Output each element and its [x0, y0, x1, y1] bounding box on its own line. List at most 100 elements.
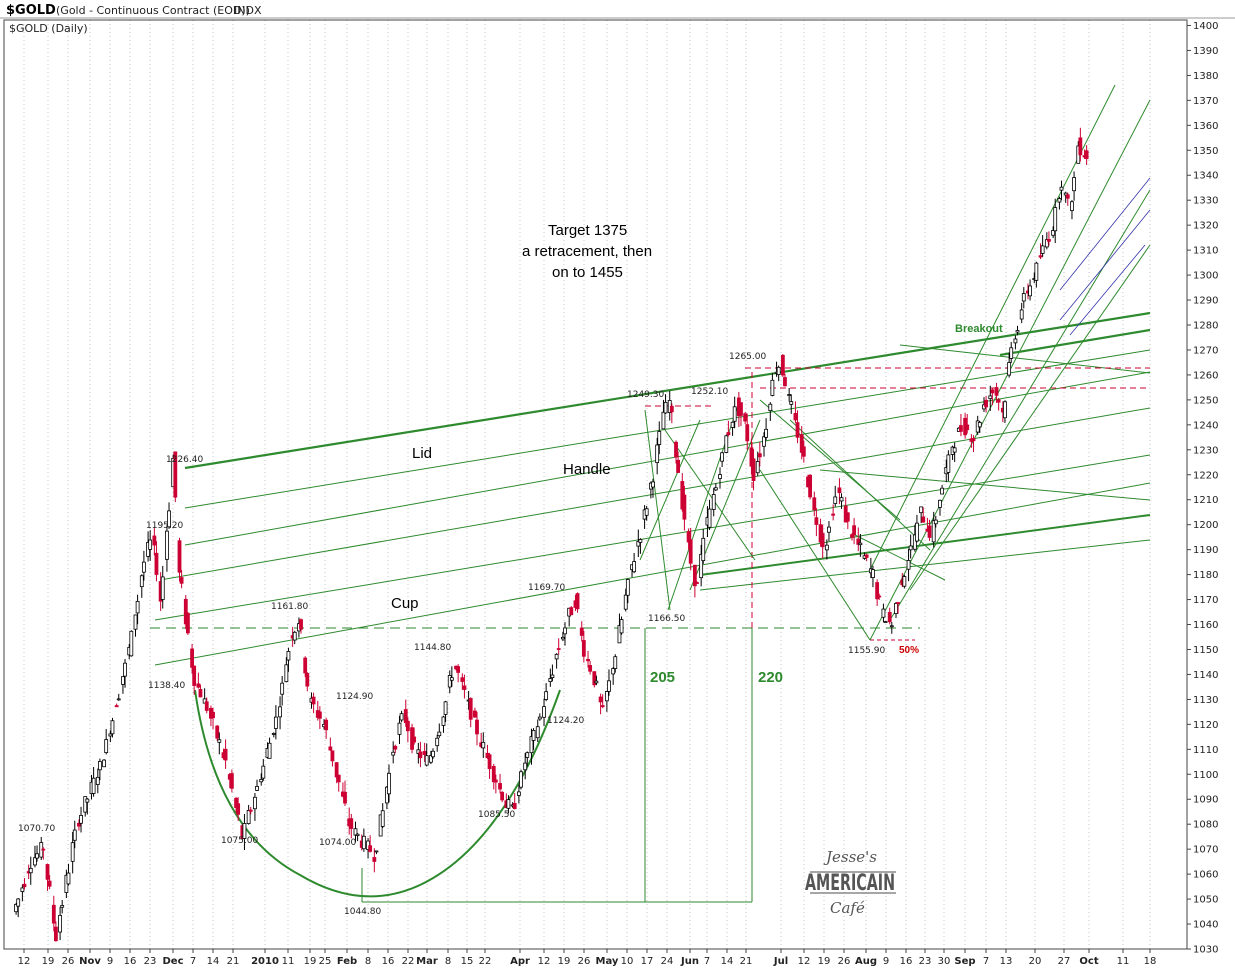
price-point-label: 1044.80 [344, 907, 381, 917]
y-tick-label: 1230 [1193, 445, 1218, 456]
candle-up [374, 850, 379, 853]
candle-down [581, 640, 586, 657]
candle-up [827, 526, 831, 533]
minor-channel [1059, 209, 1151, 321]
y-tick-label: 1070 [1193, 845, 1218, 856]
y-tick-label: 1270 [1193, 345, 1218, 356]
price-point-label: 1124.20 [547, 716, 584, 726]
candle-up [1013, 338, 1018, 344]
candle-up [542, 706, 546, 718]
candle-down [215, 725, 220, 739]
candle-down [588, 665, 593, 672]
candle-up [70, 842, 75, 862]
candle-up [141, 561, 146, 573]
candle-up [607, 680, 611, 692]
candle-down [793, 413, 798, 421]
cup-arc [194, 689, 561, 898]
candle-up [1028, 285, 1032, 297]
candle-down [114, 705, 119, 708]
candle-up [711, 494, 716, 510]
candle-up [560, 636, 565, 640]
price-point-label: 1085.50 [478, 810, 515, 820]
candle-down [51, 904, 56, 924]
trend-lines [150, 84, 1151, 903]
candle-down [688, 539, 693, 564]
candle-down [745, 424, 750, 442]
x-tick-label: 19 [42, 956, 55, 967]
price-labels: 1070.70 1195.20 1226.40 1138.40 1075.00 1161.… [18, 352, 885, 917]
x-tick-label: 20 [1029, 956, 1042, 967]
candle-down [512, 802, 517, 810]
x-tick-label: 9 [883, 956, 889, 967]
candle-up [881, 608, 886, 618]
candle-up [915, 522, 919, 542]
x-tick-label: 21 [227, 956, 240, 967]
candle-down [996, 399, 1001, 403]
candle-up [523, 762, 528, 771]
price-point-label: 1074.00 [319, 838, 356, 848]
candle-up [60, 905, 65, 908]
candle-down [190, 648, 194, 668]
candle-up [519, 771, 523, 788]
candle-up [1040, 245, 1045, 254]
candle-up [399, 713, 404, 721]
y-tick-label: 1030 [1193, 945, 1218, 956]
candle-up [661, 411, 666, 430]
candle-up [441, 716, 446, 726]
candle-up [755, 461, 760, 474]
candle-down [177, 540, 182, 573]
candle-down [801, 446, 806, 457]
x-tick-label: 9 [107, 956, 113, 967]
candle-down [500, 791, 505, 801]
x-tick-label: 19 [558, 956, 571, 967]
candle-up [129, 630, 134, 657]
chart-exchange: INDX [234, 4, 262, 17]
candle-down [799, 434, 804, 453]
candle-down [330, 750, 335, 762]
candle-down [1047, 239, 1051, 242]
x-tick-label: 14 [721, 956, 734, 967]
y-tick-label: 1180 [1193, 570, 1218, 581]
candle-down [152, 535, 157, 546]
candle-down [877, 595, 882, 598]
candle-down [196, 683, 201, 688]
y-tick-label: 1190 [1193, 545, 1218, 556]
candle-down [808, 474, 812, 498]
y-tick-label: 1320 [1193, 221, 1218, 232]
x-tick-label: 2010 [251, 956, 279, 967]
candle-down [852, 525, 856, 536]
measure-220-label: 220 [758, 669, 783, 686]
x-tick-label: 16 [124, 956, 137, 967]
candle-up [762, 436, 766, 447]
breakout-line [999, 328, 1151, 357]
logo-line1: Jesse's [823, 848, 877, 866]
lid-label: Lid [412, 445, 432, 462]
x-tick-label: 19 [818, 956, 831, 967]
candle-down [41, 848, 46, 851]
candle-down [820, 533, 825, 548]
candle-down [393, 745, 398, 750]
candle-up [713, 487, 718, 491]
x-tick-label: 11 [1117, 956, 1130, 967]
candle-down [154, 552, 159, 575]
measure-205-label: 205 [650, 669, 675, 686]
candle-up [594, 680, 599, 684]
candle-down [491, 765, 496, 783]
candle-up [255, 786, 259, 791]
fifty-percent-label: 50% [899, 645, 919, 656]
candle-up [202, 698, 207, 704]
candle-down [204, 701, 209, 711]
candle-up [933, 519, 938, 525]
candle-up [699, 553, 704, 579]
candle-down [686, 531, 691, 543]
candle-down [669, 405, 674, 413]
candle-up [380, 810, 385, 827]
y-tick-label: 1370 [1193, 96, 1218, 107]
candle-down [726, 432, 731, 436]
candle-down [850, 534, 854, 538]
candle-down [994, 387, 999, 396]
target-text-line1: Target 1375 [548, 222, 627, 239]
fan-line [184, 349, 1151, 509]
candle-up [525, 752, 530, 758]
x-tick-label: 26 [838, 956, 851, 967]
